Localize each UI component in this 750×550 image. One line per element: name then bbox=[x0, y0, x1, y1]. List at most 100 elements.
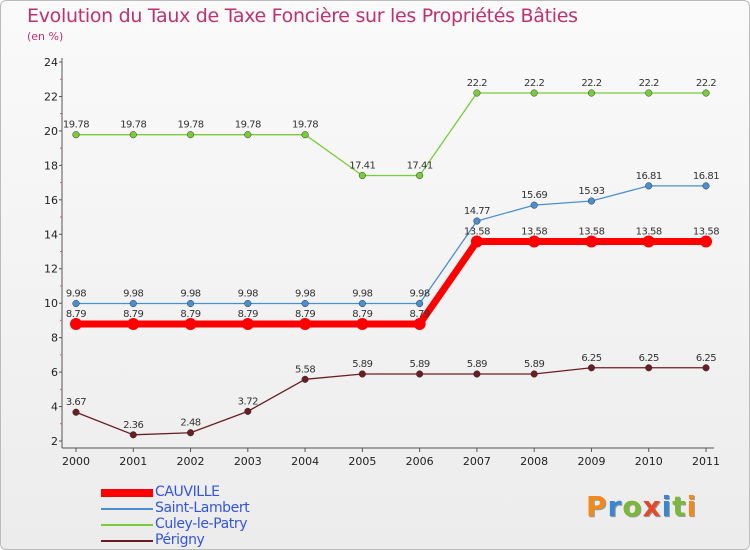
x-tick-label: 2004 bbox=[291, 455, 319, 468]
y-unit-label: (en %) bbox=[27, 30, 64, 43]
data-label: 3.67 bbox=[66, 397, 86, 408]
x-tick-label: 2011 bbox=[692, 455, 720, 468]
y-tick-label: 2 bbox=[51, 435, 58, 448]
data-point bbox=[244, 299, 252, 308]
data-point bbox=[587, 197, 596, 205]
data-point bbox=[530, 201, 538, 209]
data-label: 9.98 bbox=[66, 289, 86, 300]
data-label: 5.89 bbox=[410, 359, 430, 370]
legend-swatch bbox=[101, 524, 153, 526]
data-point bbox=[530, 370, 538, 378]
data-point bbox=[127, 318, 140, 331]
y-tick-label: 22 bbox=[44, 90, 58, 103]
data-label: 9.98 bbox=[180, 289, 200, 300]
logo-letter: r bbox=[607, 490, 623, 523]
data-label: 5.89 bbox=[524, 359, 544, 370]
data-label: 13.58 bbox=[636, 227, 662, 238]
legend-swatch bbox=[101, 489, 153, 497]
logo-letter: P bbox=[586, 490, 608, 523]
data-point bbox=[587, 364, 596, 372]
data-point bbox=[642, 235, 655, 248]
data-point bbox=[530, 89, 538, 97]
data-point bbox=[416, 171, 424, 180]
x-tick-label: 2007 bbox=[463, 455, 491, 468]
data-point bbox=[413, 318, 426, 331]
data-label: 16.81 bbox=[636, 171, 662, 182]
data-label: 13.58 bbox=[578, 227, 604, 238]
series-line bbox=[76, 92, 706, 177]
data-label: 13.58 bbox=[464, 227, 490, 238]
data-point bbox=[645, 182, 653, 190]
data-label: 9.98 bbox=[410, 289, 430, 300]
data-label: 14.77 bbox=[464, 206, 490, 217]
data-point bbox=[358, 370, 366, 378]
data-point bbox=[416, 299, 424, 308]
y-tick-label: 16 bbox=[44, 194, 58, 207]
data-point bbox=[356, 318, 369, 331]
y-tick-label: 4 bbox=[51, 401, 58, 414]
logo-letter: t bbox=[672, 490, 687, 523]
y-tick-label: 10 bbox=[44, 297, 58, 310]
data-point bbox=[186, 299, 195, 308]
data-label: 17.41 bbox=[349, 161, 375, 172]
data-label: 19.78 bbox=[177, 120, 203, 131]
data-label: 2.36 bbox=[123, 420, 143, 431]
data-label: 15.93 bbox=[578, 186, 604, 197]
data-point bbox=[129, 299, 137, 308]
data-point bbox=[301, 375, 309, 383]
data-label: 22.2 bbox=[467, 78, 487, 89]
data-point bbox=[299, 318, 312, 331]
y-tick-label: 12 bbox=[44, 263, 58, 276]
data-point bbox=[241, 318, 254, 331]
x-tick-label: 2005 bbox=[348, 455, 376, 468]
chart-title: Evolution du Taux de Taxe Foncière sur l… bbox=[27, 5, 578, 27]
data-point bbox=[244, 131, 252, 139]
data-label: 19.78 bbox=[63, 120, 89, 131]
y-tick-label: 14 bbox=[44, 228, 58, 241]
data-point bbox=[702, 89, 710, 97]
data-point bbox=[473, 217, 481, 225]
data-label: 6.25 bbox=[696, 353, 716, 364]
data-point bbox=[301, 131, 309, 139]
data-point bbox=[186, 131, 195, 139]
data-label: 17.41 bbox=[407, 161, 433, 172]
logo-letter: x bbox=[642, 490, 662, 523]
data-point bbox=[186, 429, 195, 437]
data-label: 22.2 bbox=[524, 78, 544, 89]
data-point bbox=[585, 235, 598, 248]
x-tick-label: 2010 bbox=[635, 455, 663, 468]
data-label: 9.98 bbox=[238, 289, 258, 300]
y-tick-label: 18 bbox=[44, 159, 58, 172]
proxiti-logo: Proxiti bbox=[586, 490, 697, 523]
data-point bbox=[72, 299, 80, 308]
data-label: 19.78 bbox=[120, 120, 146, 131]
x-tick-label: 2001 bbox=[119, 455, 147, 468]
data-label: 19.78 bbox=[292, 120, 318, 131]
data-point bbox=[358, 171, 366, 180]
logo-letter: i bbox=[661, 490, 673, 523]
data-label: 13.58 bbox=[521, 227, 547, 238]
data-label: 6.25 bbox=[581, 353, 601, 364]
y-tick-label: 6 bbox=[51, 366, 58, 379]
data-label: 8.79 bbox=[66, 309, 86, 320]
legend-label: CAUVILLE bbox=[155, 484, 220, 500]
data-label: 8.79 bbox=[295, 309, 315, 320]
legend-label: Culey-le-Patry bbox=[155, 516, 248, 532]
x-tick-label: 2003 bbox=[234, 455, 262, 468]
logo-letter: o bbox=[622, 490, 643, 523]
series-line bbox=[76, 185, 706, 305]
data-point bbox=[645, 364, 653, 372]
data-point bbox=[184, 318, 197, 331]
data-point bbox=[700, 235, 712, 248]
data-label: 5.58 bbox=[295, 364, 315, 375]
x-tick-label: 2002 bbox=[177, 455, 205, 468]
data-label: 8.79 bbox=[352, 309, 372, 320]
data-point bbox=[129, 131, 137, 139]
data-label: 22.2 bbox=[696, 78, 716, 89]
data-label: 8.79 bbox=[180, 309, 200, 320]
data-label: 8.79 bbox=[238, 309, 258, 320]
x-tick-label: 2009 bbox=[577, 455, 605, 468]
data-label: 22.2 bbox=[581, 78, 601, 89]
